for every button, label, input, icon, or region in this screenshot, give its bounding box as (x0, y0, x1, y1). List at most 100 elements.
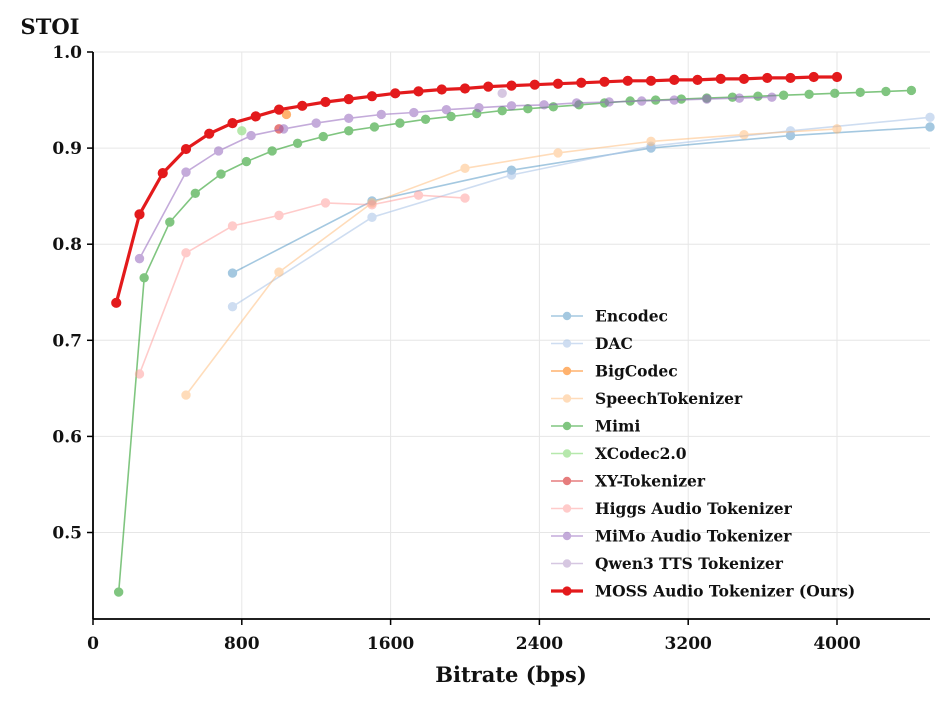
legend-swatch-marker (562, 311, 572, 321)
series-line-mimi (117, 89, 912, 593)
data-point (552, 78, 564, 89)
series-line-encodec (232, 126, 931, 274)
legend-label: Encodec (595, 307, 668, 326)
data-point (523, 104, 533, 114)
data-point (604, 97, 614, 107)
data-point (446, 111, 456, 122)
series-line-mimo-audio-tokenizer (138, 96, 772, 259)
data-point (139, 273, 149, 283)
data-point (227, 301, 238, 312)
data-point (715, 73, 726, 85)
data-point (165, 217, 175, 227)
data-point (113, 587, 124, 597)
tick-labels: 0 800 1600 2400 3200 4000 0.5 0.6 0.7 0.8 0.9 1.0 (52, 43, 860, 654)
y-tick-label: 0.9 (52, 139, 82, 159)
data-point (830, 88, 840, 99)
legend-swatch (551, 311, 583, 321)
data-point (111, 297, 122, 308)
legend-label: Mimi (595, 417, 640, 436)
series-mimo-audio-tokenizer (134, 92, 777, 264)
data-point (273, 104, 285, 115)
data-point (227, 221, 238, 231)
legend-swatch-marker (562, 476, 572, 486)
data-point (366, 91, 378, 102)
data-point (460, 163, 470, 173)
x-tick-label: 0 (87, 634, 99, 654)
legend-item-mimo-audio-tokenizer: MiMo Audio Tokenizer (551, 527, 792, 546)
data-point (702, 94, 712, 104)
data-point (413, 86, 424, 97)
legend-label: Higgs Audio Tokenizer (595, 499, 793, 518)
data-point (622, 75, 633, 86)
data-point (831, 71, 843, 83)
data-point (274, 210, 284, 221)
data-point (553, 148, 563, 158)
legend-item-speechtokenizer: SpeechTokenizer (551, 389, 743, 408)
legend-item-xcodec2-0: XCodec2.0 (551, 444, 687, 463)
legend-item-moss-audio-tokenizer-ours: MOSS Audio Tokenizer (Ours) (551, 582, 855, 601)
x-tick-label: 1600 (367, 634, 414, 654)
data-point (320, 96, 331, 108)
legend-label: DAC (595, 334, 633, 353)
data-point (227, 268, 238, 278)
legend-swatch-marker (562, 421, 572, 431)
series-qwen3-tts-tokenizer (497, 88, 507, 99)
data-point (753, 91, 763, 101)
grid-lines (93, 51, 930, 619)
data-point (227, 118, 238, 129)
data-point (369, 122, 380, 132)
legend-item-encodec: Encodec (551, 307, 668, 326)
data-point (409, 107, 419, 118)
legend-label: SpeechTokenizer (595, 389, 743, 408)
legend-item-higgs-audio-tokenizer: Higgs Audio Tokenizer (551, 499, 793, 518)
data-point (241, 156, 252, 167)
data-point (460, 193, 470, 203)
data-point (267, 146, 277, 156)
legend-swatch (551, 339, 583, 348)
data-point (436, 84, 447, 95)
data-point (180, 143, 192, 155)
data-point (646, 136, 656, 147)
data-point (576, 77, 587, 88)
series-xcodec2-0 (237, 126, 247, 136)
legend-label: XY-Tokenizer (595, 472, 706, 491)
legend: Encodec DAC BigCodec SpeechTokenizer Mimi XCo… (551, 307, 855, 601)
legend-swatch (551, 449, 583, 458)
data-point (246, 130, 256, 141)
data-point (529, 79, 540, 90)
data-point (832, 124, 842, 134)
y-tick-label: 1.0 (52, 43, 82, 63)
legend-swatch-marker (562, 586, 572, 596)
data-point (297, 100, 308, 111)
data-point (441, 104, 452, 115)
legend-item-mimi: Mimi (551, 417, 640, 436)
series-line-higgs-audio-tokenizer (138, 194, 466, 375)
data-point (367, 200, 377, 210)
data-point (213, 146, 224, 156)
y-tick-label: 0.5 (52, 524, 82, 544)
legend-swatch (551, 586, 583, 596)
data-point (497, 88, 507, 99)
legend-label: MiMo Audio Tokenizer (595, 527, 792, 546)
series-speechtokenizer (181, 124, 842, 400)
data-point (181, 390, 191, 400)
data-point (390, 88, 401, 99)
legend-item-qwen3-tts-tokenizer: Qwen3 TTS Tokenizer (551, 554, 784, 573)
x-tick-label: 4000 (813, 634, 860, 654)
legend-swatch (551, 366, 583, 376)
legend-swatch-marker (562, 449, 572, 458)
data-point (637, 96, 647, 106)
data-point (274, 267, 284, 277)
series-moss-audio-tokenizer-ours (111, 71, 843, 308)
data-point (250, 111, 261, 122)
data-point (483, 81, 494, 92)
series-encodec (227, 122, 935, 278)
data-point (292, 138, 303, 148)
data-point (669, 95, 679, 105)
data-point (376, 109, 386, 120)
legend-label: MOSS Audio Tokenizer (Ours) (595, 582, 855, 601)
legend-item-xy-tokenizer: XY-Tokenizer (551, 472, 706, 491)
data-point (413, 190, 424, 200)
data-point (367, 212, 377, 222)
